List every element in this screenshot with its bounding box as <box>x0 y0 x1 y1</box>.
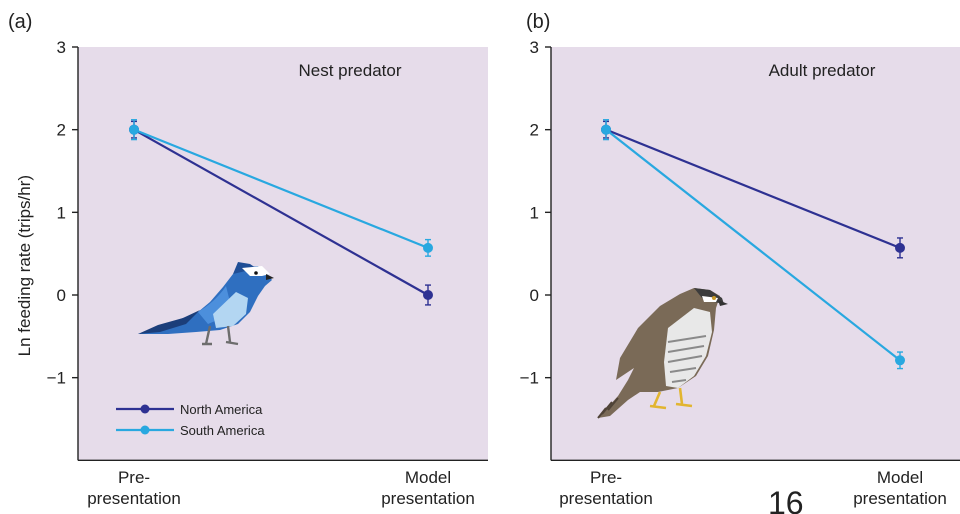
x-category-label: presentation <box>559 489 653 508</box>
legend-marker <box>140 404 150 414</box>
x-category-label: Pre- <box>118 468 150 487</box>
series-line <box>133 128 429 296</box>
y-tick-label: 1 <box>57 203 66 222</box>
data-point <box>895 242 905 253</box>
y-tick-label: 2 <box>530 121 539 140</box>
data-point <box>423 242 433 253</box>
y-tick-label: 0 <box>530 286 539 305</box>
x-category-label: Model <box>405 468 451 487</box>
plot-area <box>78 47 488 461</box>
panel-a: (a) Nest predator 3 2 1 0 −1 Ln feeding rate (t… <box>8 11 488 508</box>
blue-jay-icon <box>138 262 274 346</box>
legend-marker <box>140 425 150 435</box>
series-line <box>605 128 901 249</box>
y-tick-label: 1 <box>530 203 539 222</box>
legend-label: North America <box>180 402 263 417</box>
data-point <box>423 290 433 300</box>
panel-label: (a) <box>8 11 32 33</box>
chart-title: Adult predator <box>769 61 876 80</box>
x-category-label: presentation <box>87 489 181 508</box>
x-category-label: presentation <box>381 489 475 508</box>
y-tick-label: 2 <box>57 121 66 140</box>
legend-label: South America <box>180 423 265 438</box>
panel-b-marks: (b) Adult predator 3 2 1 0 −1 Pre-presentation M… <box>520 11 960 508</box>
y-tick-label: 3 <box>57 38 66 57</box>
x-category-label: Pre- <box>590 468 622 487</box>
panel-b: (b) Adult predator 3 2 1 0 −1 Pre-presentation M… <box>520 11 960 508</box>
chart-title: Nest predator <box>299 61 402 80</box>
y-tick-label: 0 <box>57 286 66 305</box>
series-line <box>605 128 901 362</box>
page-number: 16 <box>768 485 804 514</box>
x-category-label: Model <box>877 468 923 487</box>
y-tick-label: 3 <box>530 38 539 57</box>
data-point <box>895 355 905 366</box>
y-tick-label: −1 <box>47 369 66 388</box>
series-line <box>133 128 429 249</box>
panel-label: (b) <box>526 11 550 33</box>
y-axis-label: Ln feeding rate (trips/hr) <box>15 175 34 356</box>
x-category-label: presentation <box>853 489 947 508</box>
plot-area <box>551 47 960 461</box>
y-tick-label: −1 <box>520 369 539 388</box>
data-point <box>601 124 611 135</box>
hawk-icon <box>597 288 728 419</box>
data-point <box>129 124 139 135</box>
panel-a-marks: (a) Nest predator 3 2 1 0 −1 Ln feeding rate (t… <box>8 11 488 508</box>
